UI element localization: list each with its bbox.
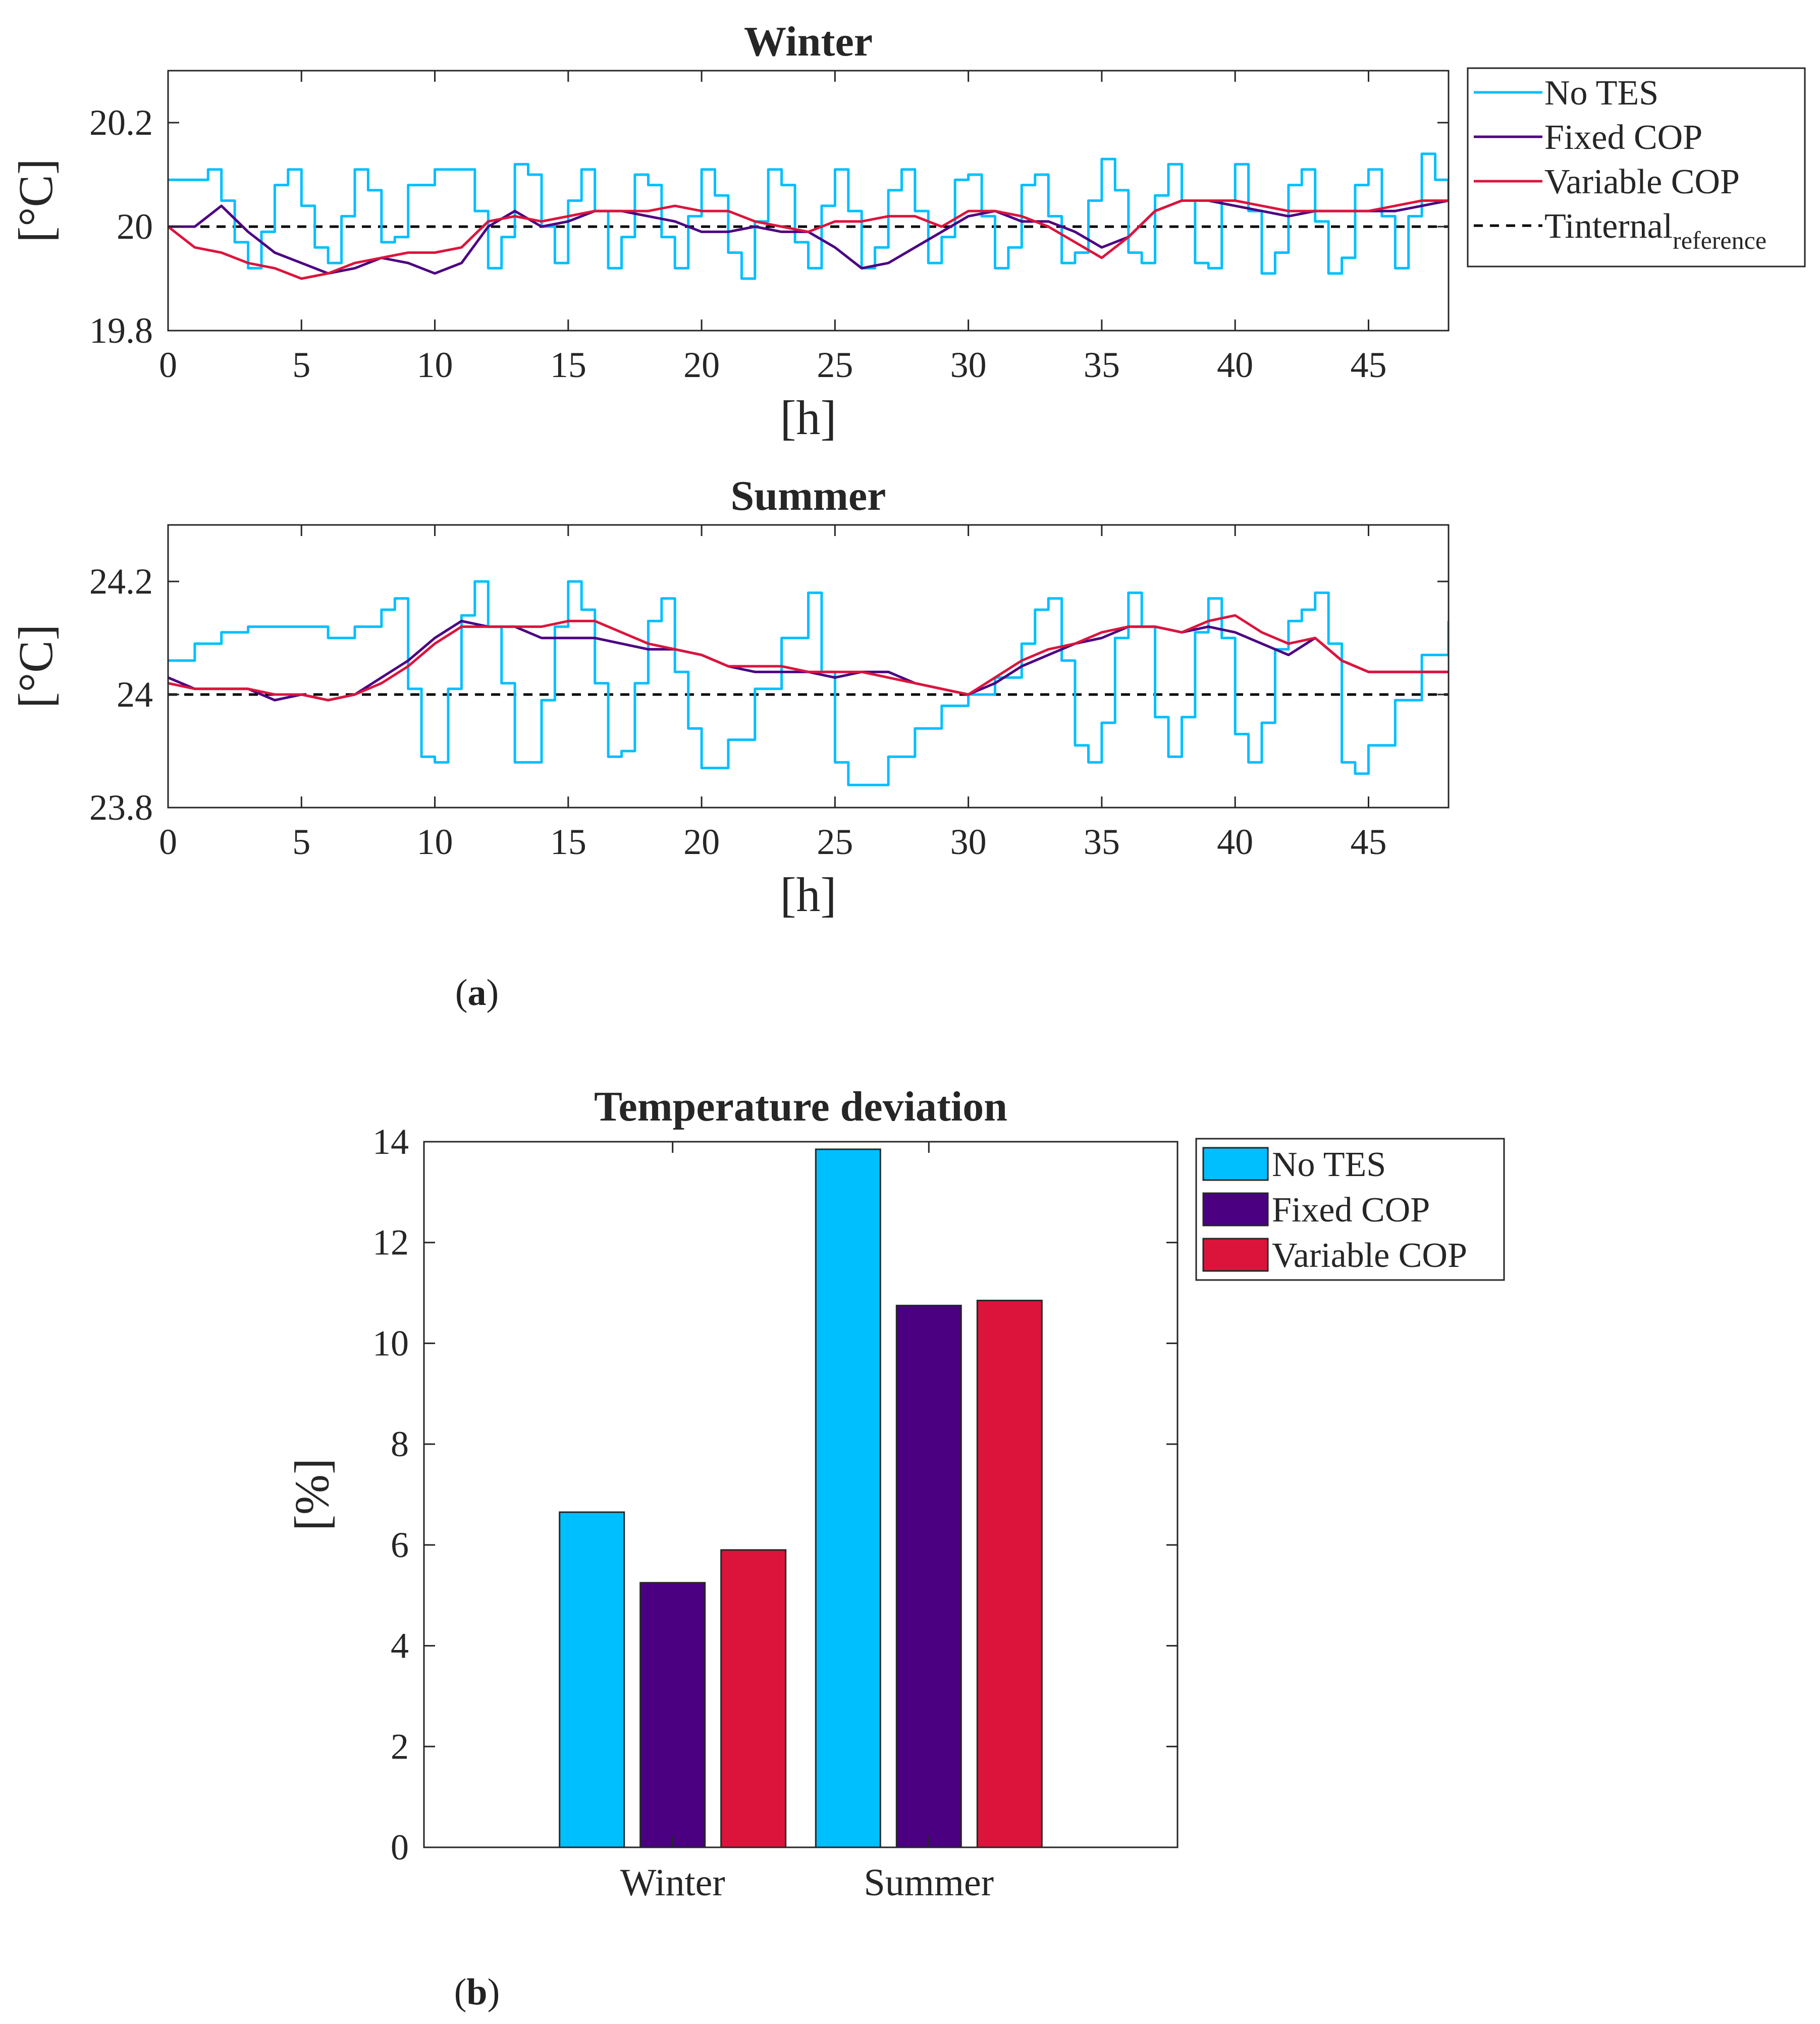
line-chart-winter: 0 5 10 15 20 25 30 35 40 45 19.8 20 20.2 Winter [h] [°C… <box>9 18 1450 445</box>
x-axis-label: [h] <box>780 391 837 445</box>
x-tick-label: 30 <box>950 822 987 862</box>
legend-label-main: Variable COP <box>1544 163 1740 201</box>
x-tick-label: 40 <box>1217 822 1253 862</box>
caption-b: (b) <box>454 1972 500 2013</box>
x-tick-label: 30 <box>950 345 987 385</box>
axes-frame <box>423 1141 1179 1848</box>
y-tick-label: 0 <box>391 1827 409 1868</box>
y-tick-label: 19.8 <box>89 310 153 351</box>
legend-label-main: Fixed COP <box>1544 118 1702 157</box>
x-tick-label: 40 <box>1217 345 1253 385</box>
x-tick-label: 45 <box>1350 345 1386 385</box>
y-tick-label: 10 <box>372 1323 409 1363</box>
x-tick-label: 10 <box>417 822 453 862</box>
legend-label-main: No TES <box>1544 74 1658 113</box>
series-line-no-tes <box>168 580 1449 786</box>
category-label: Winter <box>620 1861 725 1904</box>
series-line-no-tes <box>168 152 1449 280</box>
legend-label: No TES <box>1272 1145 1386 1184</box>
plot-area <box>168 71 1449 331</box>
axes-frame <box>167 524 1450 809</box>
caption-a: (a) <box>455 972 499 1014</box>
plot-area <box>168 525 1449 808</box>
category-label: Summer <box>864 1861 994 1904</box>
x-tick-label: 20 <box>683 822 720 862</box>
y-tick-label: 2 <box>391 1726 409 1767</box>
bar-no-tes-summer <box>815 1148 881 1848</box>
bar-chart: 0 2 4 6 8 10 12 14 Winter Summer Temperature devia… <box>285 1083 1179 1904</box>
legend-label: Fixed COP <box>1544 118 1702 157</box>
y-tick-label: 12 <box>372 1222 409 1263</box>
x-tick-label: 35 <box>1084 822 1120 862</box>
x-axis-label: [h] <box>780 868 837 922</box>
series-line-variable-cop <box>168 614 1449 702</box>
y-tick-label: 20.2 <box>89 102 153 143</box>
caption-a-letter: a <box>467 972 487 1014</box>
y-axis-label: [°C] <box>9 624 63 708</box>
x-tick-label: 15 <box>550 345 586 385</box>
legend-label-main: Tinternal <box>1544 207 1673 246</box>
bar-no-tes-winter <box>559 1511 625 1848</box>
x-tick-label: 35 <box>1084 345 1120 385</box>
x-tick-label: 20 <box>683 345 720 385</box>
legend-label: Tinternalreference <box>1544 207 1767 254</box>
bar-variable-cop-summer <box>976 1300 1043 1848</box>
y-tick-label: 8 <box>391 1424 409 1464</box>
legend-swatch-fixed-cop <box>1202 1192 1269 1227</box>
y-tick-label: 14 <box>372 1122 409 1162</box>
legend-label: Variable COP <box>1272 1236 1467 1275</box>
y-tick-label: 23.8 <box>89 787 153 828</box>
chart-title: Temperature deviation <box>594 1083 1007 1130</box>
series-group <box>168 580 1449 786</box>
line-legend: No TES Fixed COP Variable COP Tinternalrefe… <box>1467 67 1806 268</box>
line-chart-summer: 0 5 10 15 20 25 30 35 40 45 23.8 24 24.2 Summer [h] [°C… <box>9 472 1450 922</box>
chart-title: Summer <box>731 472 886 519</box>
y-tick-label: 20 <box>117 206 153 247</box>
bar-fixed-cop-winter <box>639 1582 706 1848</box>
x-tick-label: 10 <box>417 345 453 385</box>
x-tick-label: 15 <box>550 822 586 862</box>
bar-legend: No TES Fixed COP Variable COP <box>1195 1138 1505 1281</box>
legend-swatch-no-tes <box>1202 1147 1269 1181</box>
y-tick-label: 4 <box>391 1626 409 1666</box>
legend-label-sub: reference <box>1673 226 1767 254</box>
chart-title: Winter <box>744 18 873 65</box>
legend-label: Fixed COP <box>1272 1191 1430 1230</box>
x-tick-label: 0 <box>159 345 177 385</box>
x-tick-label: 5 <box>292 345 310 385</box>
series-line-variable-cop <box>168 199 1449 280</box>
legend-swatch-variable-cop <box>1202 1238 1269 1272</box>
x-tick-label: 45 <box>1350 822 1386 862</box>
y-axis-label: [°C] <box>9 158 63 242</box>
series-group <box>168 152 1449 280</box>
plot-area <box>424 1142 1177 1847</box>
legend-label: No TES <box>1544 74 1658 113</box>
y-axis-label: [%] <box>285 1458 339 1531</box>
y-tick-label: 6 <box>391 1525 409 1565</box>
legend-box <box>1467 67 1806 268</box>
x-tick-label: 25 <box>817 822 853 862</box>
caption-b-letter: b <box>466 1972 488 2013</box>
legend-label: Variable COP <box>1544 163 1740 201</box>
y-tick-label: 24 <box>117 674 153 715</box>
x-tick-label: 0 <box>159 822 177 862</box>
bar-variable-cop-winter <box>720 1549 787 1848</box>
x-tick-label: 25 <box>817 345 853 385</box>
y-tick-label: 24.2 <box>89 561 153 602</box>
bar-fixed-cop-summer <box>895 1305 962 1848</box>
x-tick-label: 5 <box>292 822 310 862</box>
axes-frame <box>167 70 1450 332</box>
